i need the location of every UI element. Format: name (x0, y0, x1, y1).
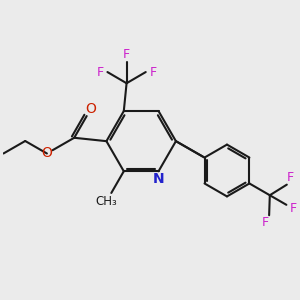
Text: CH₃: CH₃ (95, 195, 117, 208)
Text: F: F (149, 66, 157, 79)
Text: O: O (41, 146, 52, 161)
Text: N: N (153, 172, 164, 186)
Text: F: F (290, 202, 297, 215)
Text: O: O (85, 102, 96, 116)
Text: F: F (262, 216, 269, 229)
Text: F: F (97, 66, 104, 79)
Text: F: F (287, 171, 294, 184)
Text: F: F (123, 48, 130, 61)
